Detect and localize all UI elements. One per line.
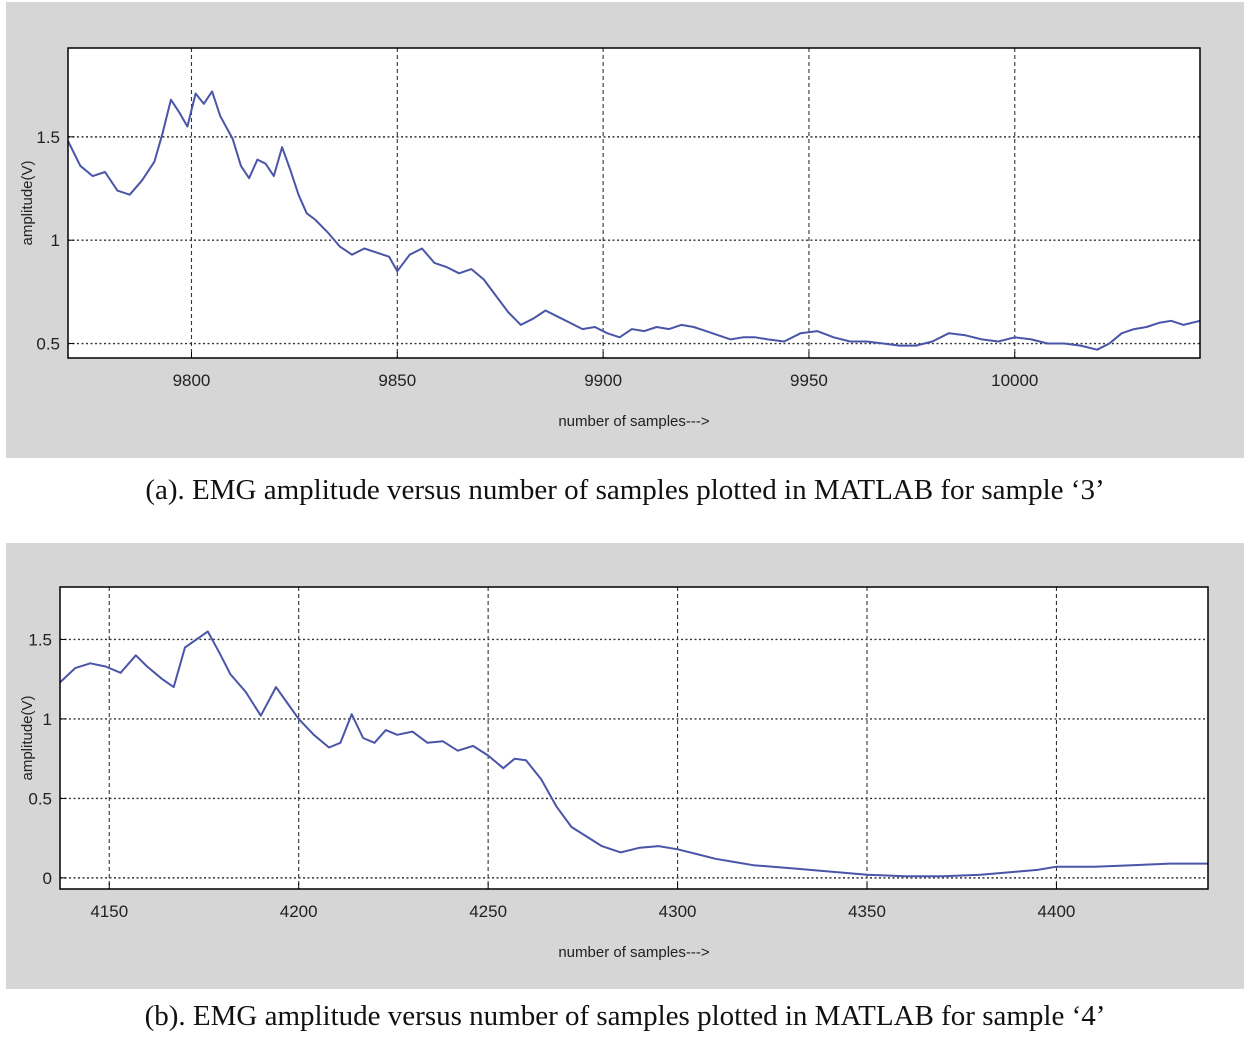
x-tick-label: 4400	[1038, 902, 1076, 921]
x-tick-label: 4250	[469, 902, 507, 921]
y-tick-label: 0.5	[28, 789, 52, 808]
y-tick-label: 1.5	[28, 630, 52, 649]
series-line	[59, 630, 1208, 878]
emg-chart-sample-4: 4150 4200 4250 4300 4350 4400 0 0.5 1 1.5 number o…	[19, 586, 1209, 961]
y-tick-label: 0	[43, 869, 52, 888]
plot-area	[68, 48, 1200, 358]
caption-b: (b). EMG amplitude versus number of samp…	[144, 1000, 1106, 1032]
axes-frame	[67, 47, 1201, 359]
x-tick-label: 10000	[991, 371, 1038, 390]
x-tick-label: 9900	[584, 371, 622, 390]
y-axis-label: amplitude(V)	[19, 695, 36, 780]
plot-area	[60, 587, 1208, 889]
x-tick-label: 4350	[848, 902, 886, 921]
x-tick-label: 4200	[280, 902, 318, 921]
y-tick-label: 1.5	[36, 128, 60, 147]
chart-panel-b: 4150 4200 4250 4300 4350 4400 0 0.5 1 1.5 number o…	[6, 543, 1244, 989]
x-axis-label: number of samples--->	[558, 944, 710, 961]
y-axis-label: amplitude(V)	[19, 160, 36, 245]
y-tick-label: 1	[51, 231, 60, 250]
x-tick-label: 9950	[790, 371, 828, 390]
x-axis-label: number of samples--->	[558, 413, 710, 430]
axes-frame	[59, 586, 1209, 890]
emg-chart-sample-3: 9800 9850 9900 9950 10000 0.5 1 1.5 number of sa…	[19, 47, 1201, 430]
x-tick-label: 9800	[173, 371, 211, 390]
x-tick-label: 4300	[659, 902, 697, 921]
x-tick-label: 4150	[90, 902, 128, 921]
x-tick-label: 9850	[378, 371, 416, 390]
caption-a: (a). EMG amplitude versus number of samp…	[145, 474, 1105, 506]
series-line	[67, 90, 1201, 351]
y-tick-label: 1	[43, 710, 52, 729]
y-tick-label: 0.5	[36, 335, 60, 354]
chart-panel-a: 9800 9850 9900 9950 10000 0.5 1 1.5 number of sa…	[6, 2, 1244, 458]
